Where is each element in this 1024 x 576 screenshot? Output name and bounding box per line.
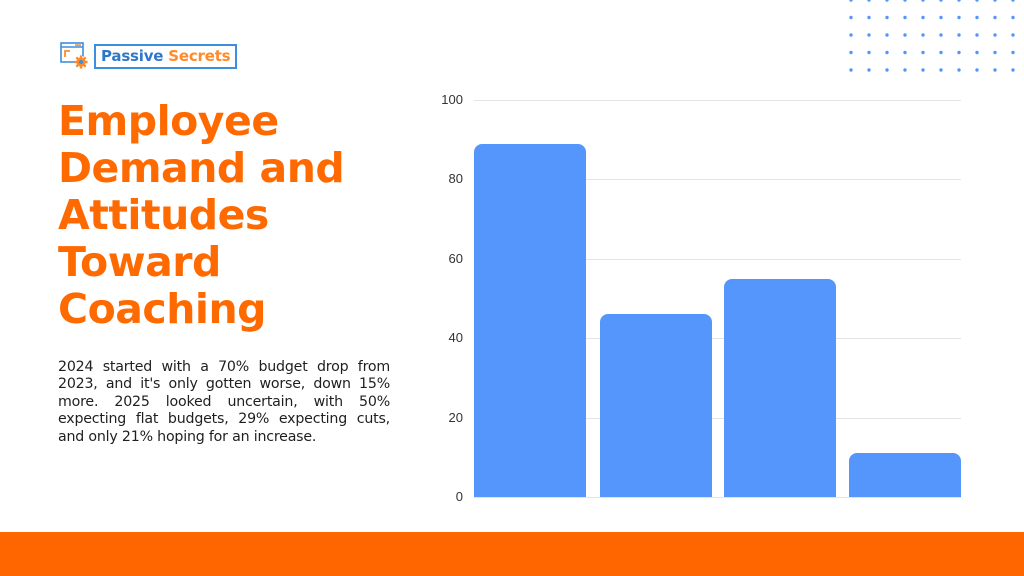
gridline bbox=[474, 258, 961, 260]
logo-word-secrets: Secrets bbox=[168, 47, 231, 65]
bar bbox=[724, 278, 836, 497]
bar bbox=[849, 453, 961, 497]
gridline bbox=[474, 179, 961, 181]
gridline bbox=[474, 497, 961, 498]
title-line: Employee bbox=[58, 97, 279, 145]
logo-word-passive: Passive bbox=[101, 47, 164, 65]
y-axis-tick-label: 60 bbox=[448, 250, 463, 266]
logo-wordmark: Passive Secrets bbox=[94, 43, 238, 69]
bar bbox=[474, 143, 586, 497]
bar-chart: 0 20 40 60 80 100 bbox=[420, 85, 980, 515]
title-line: Attitudes bbox=[58, 191, 269, 239]
title-line: Demand and bbox=[58, 144, 345, 192]
gridline bbox=[474, 100, 961, 101]
browser-gear-icon bbox=[60, 42, 90, 70]
title-line: Toward bbox=[58, 238, 221, 286]
title-line: Coaching bbox=[58, 285, 267, 333]
y-axis-tick-label: 40 bbox=[448, 330, 463, 346]
page-title: Employee Demand and Attitudes Toward Coa… bbox=[58, 98, 398, 333]
y-axis-tick-label: 0 bbox=[455, 489, 463, 504]
footer-band bbox=[0, 532, 1024, 576]
y-axis-tick-label: 100 bbox=[441, 92, 463, 107]
gridline bbox=[474, 417, 961, 419]
bar bbox=[600, 314, 712, 497]
y-axis-tick-label: 20 bbox=[448, 409, 463, 425]
brand-logo: Passive Secrets bbox=[60, 42, 238, 70]
gridline bbox=[474, 338, 961, 340]
y-axis-tick-label: 80 bbox=[448, 171, 463, 187]
body-paragraph: 2024 started with a 70% budget drop from… bbox=[58, 359, 390, 445]
